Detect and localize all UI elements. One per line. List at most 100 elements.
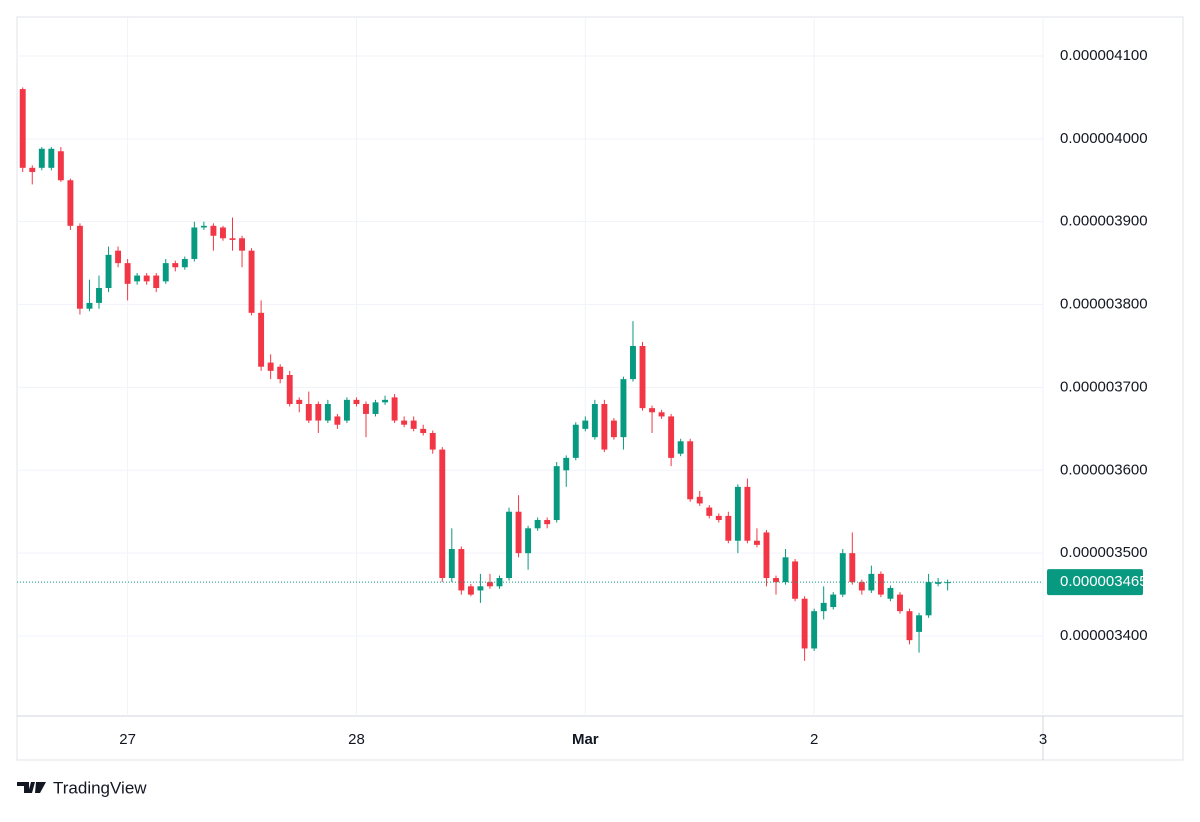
- candle-body: [658, 412, 665, 417]
- candle-body: [391, 397, 398, 421]
- candle-body: [563, 457, 570, 471]
- y-tick-label: 0.000003700: [1060, 378, 1148, 395]
- candle-body: [897, 594, 903, 612]
- candle-body: [935, 582, 942, 584]
- candle-body: [153, 275, 160, 288]
- candle-body: [696, 496, 703, 504]
- candle-body: [315, 403, 322, 421]
- candle-body: [296, 399, 303, 404]
- candle-body: [572, 424, 579, 458]
- candle-body: [29, 167, 36, 172]
- candle-body: [725, 515, 732, 541]
- candle-body: [515, 511, 522, 554]
- candle-body: [496, 578, 503, 587]
- candle-body: [553, 466, 560, 521]
- x-tick-label: Mar: [572, 731, 599, 748]
- candle-body: [324, 403, 331, 421]
- candle-body: [277, 366, 284, 380]
- chart-frame: [16, 16, 1184, 761]
- candle-body: [839, 553, 846, 595]
- candle-body: [115, 250, 122, 264]
- candle-body: [820, 602, 827, 612]
- candle-body: [906, 611, 913, 641]
- candle-body: [448, 549, 455, 579]
- candles: [19, 87, 951, 661]
- candle-body: [591, 403, 598, 438]
- candle-body: [582, 420, 589, 429]
- x-tick-label: 3: [1039, 731, 1047, 748]
- candle-body: [649, 408, 656, 413]
- candle-body: [48, 148, 55, 168]
- candle-body: [134, 275, 141, 282]
- candle-body: [534, 520, 541, 529]
- candle-body: [220, 227, 226, 239]
- candle-body: [67, 180, 74, 226]
- logo: TradingView: [17, 778, 147, 797]
- y-tick-label: 0.000004100: [1060, 47, 1148, 64]
- candle-body: [877, 573, 884, 595]
- candle-body: [210, 225, 217, 236]
- grid: [17, 17, 1044, 716]
- candle-body: [753, 540, 760, 545]
- last-price-box: [1047, 569, 1143, 596]
- candle-body: [849, 553, 856, 583]
- last-price-label: 0.000003465: [1060, 573, 1148, 590]
- brand-text: TradingView: [53, 778, 147, 797]
- candle-body: [782, 557, 789, 583]
- y-tick-label: 0.000003600: [1060, 461, 1148, 478]
- candle-body: [801, 598, 808, 649]
- candle-body: [429, 433, 436, 450]
- candle-body: [792, 561, 799, 599]
- y-tick-label: 0.000003800: [1060, 296, 1148, 313]
- candle-body: [486, 582, 493, 587]
- candle-body: [76, 225, 83, 309]
- y-tick-label: 0.000003500: [1060, 544, 1148, 561]
- candle-body: [925, 582, 932, 616]
- candle-body: [162, 263, 169, 282]
- candle-body: [86, 302, 93, 309]
- candle-body: [286, 374, 293, 404]
- candle-body: [734, 486, 741, 541]
- logo-icon: [17, 782, 46, 793]
- candle-body: [229, 238, 236, 240]
- candle-body: [858, 582, 865, 591]
- x-tick-label: 28: [348, 731, 365, 748]
- candle-body: [687, 441, 694, 500]
- candle-body: [477, 586, 484, 591]
- candle-body: [887, 587, 894, 599]
- candle-body: [363, 403, 369, 414]
- candle-body: [200, 225, 207, 228]
- candle-body: [744, 486, 751, 541]
- candle-body: [610, 420, 617, 438]
- candle-body: [124, 263, 131, 284]
- candle-body: [96, 287, 102, 303]
- candle-body: [334, 416, 341, 425]
- candle-body: [868, 573, 875, 591]
- candle-body: [401, 420, 408, 425]
- candle-body: [601, 403, 608, 450]
- candle-body: [410, 420, 417, 429]
- candle-body: [372, 402, 379, 414]
- candle-body: [439, 449, 446, 579]
- candle-body: [715, 515, 722, 521]
- y-tick-label: 0.000004000: [1060, 130, 1148, 147]
- candle-body: [706, 507, 713, 516]
- candle-body: [458, 549, 465, 591]
- candle-body: [916, 615, 922, 632]
- candle-body: [668, 416, 675, 458]
- y-tick-label: 0.000003900: [1060, 213, 1148, 230]
- candle-body: [773, 578, 779, 583]
- candle-body: [525, 528, 532, 554]
- candle-body: [677, 441, 684, 454]
- candle-body: [239, 238, 245, 251]
- candle-body: [57, 151, 64, 181]
- candle-body: [811, 611, 818, 649]
- candle-body: [343, 399, 350, 421]
- candle-body: [420, 428, 427, 434]
- candle-body: [143, 275, 150, 282]
- candle-body: [763, 532, 770, 579]
- candle-body: [105, 254, 112, 288]
- x-tick-label: 27: [119, 731, 136, 748]
